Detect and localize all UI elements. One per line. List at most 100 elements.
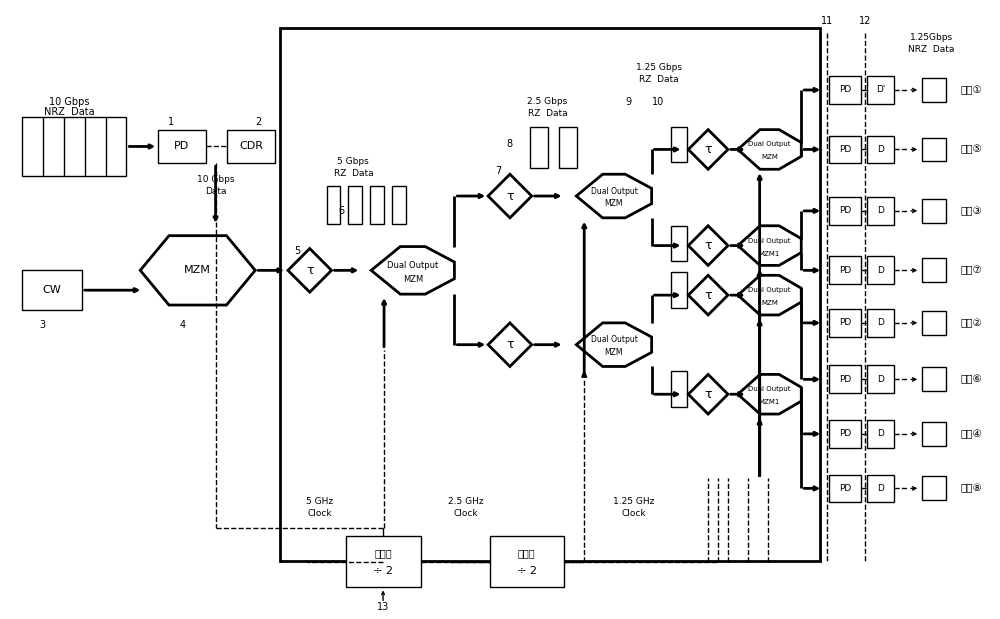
Bar (671, 226, 687, 261)
Text: MZM: MZM (605, 348, 623, 357)
Bar (829, 420, 861, 448)
Polygon shape (738, 226, 801, 266)
Text: τ: τ (704, 387, 712, 400)
Bar (829, 475, 861, 502)
Text: 10 Gbps: 10 Gbps (49, 97, 89, 107)
Bar (867, 365, 894, 393)
Text: Data: Data (205, 186, 226, 196)
Text: MZM1: MZM1 (759, 251, 780, 256)
Bar (829, 76, 861, 104)
Text: D: D (877, 318, 884, 327)
Bar (867, 197, 894, 225)
Text: CDR: CDR (239, 142, 263, 152)
Text: D: D (877, 484, 884, 493)
Bar (227, 129, 275, 163)
Bar (829, 309, 861, 337)
Text: PD: PD (839, 206, 851, 215)
Polygon shape (688, 226, 728, 266)
Text: Dual Output: Dual Output (591, 335, 637, 344)
Bar (392, 186, 406, 224)
Text: 信道④: 信道④ (961, 429, 983, 439)
Text: 信道⑤: 信道⑤ (961, 144, 983, 155)
Bar (280, 28, 820, 561)
Text: Clock: Clock (307, 509, 332, 517)
Text: Dual Output: Dual Output (748, 287, 791, 293)
Text: 1.25 Gbps: 1.25 Gbps (636, 63, 682, 72)
Text: τ: τ (704, 288, 712, 301)
Text: CW: CW (43, 285, 61, 295)
Text: MZM: MZM (605, 199, 623, 209)
Text: MZM: MZM (403, 275, 423, 284)
Text: 2.5 GHz: 2.5 GHz (448, 497, 483, 506)
Text: τ: τ (704, 143, 712, 156)
Text: 分频器: 分频器 (518, 548, 536, 558)
Text: 信道⑧: 信道⑧ (961, 483, 983, 493)
Text: D: D (877, 145, 884, 154)
Bar (829, 365, 861, 393)
Text: ÷ 2: ÷ 2 (373, 566, 393, 576)
Bar (867, 76, 894, 104)
Text: D: D (877, 206, 884, 215)
Bar (22, 117, 126, 176)
Text: 4: 4 (180, 320, 186, 330)
Text: 7: 7 (495, 167, 501, 176)
Polygon shape (688, 129, 728, 169)
Text: ÷ 2: ÷ 2 (517, 566, 537, 576)
Polygon shape (738, 129, 801, 169)
Text: NRZ  Data: NRZ Data (44, 107, 94, 117)
Text: PD: PD (839, 85, 851, 95)
Text: MZM: MZM (761, 154, 778, 160)
Text: 分频器: 分频器 (374, 548, 392, 558)
Text: 10: 10 (652, 97, 665, 107)
Text: Dual Output: Dual Output (748, 238, 791, 244)
Bar (922, 259, 946, 282)
Text: PD: PD (839, 430, 851, 438)
Polygon shape (288, 249, 332, 292)
Bar (22, 271, 82, 310)
Text: PD: PD (839, 318, 851, 327)
Bar (867, 309, 894, 337)
Text: Dual Output: Dual Output (748, 142, 791, 147)
Text: Clock: Clock (453, 509, 478, 517)
Bar (671, 127, 687, 162)
Bar (922, 199, 946, 223)
Text: 6: 6 (338, 206, 344, 216)
Text: MZM1: MZM1 (759, 399, 780, 405)
Text: Dual Output: Dual Output (591, 186, 637, 196)
Text: 信道⑦: 信道⑦ (961, 266, 983, 275)
Bar (922, 78, 946, 102)
Polygon shape (371, 246, 454, 294)
Text: 10 Gbps: 10 Gbps (197, 175, 234, 184)
Text: RZ  Data: RZ Data (528, 110, 567, 118)
Text: PD: PD (839, 266, 851, 275)
Text: 5 Gbps: 5 Gbps (337, 157, 369, 166)
Polygon shape (738, 275, 801, 315)
Polygon shape (140, 236, 255, 305)
Polygon shape (738, 374, 801, 414)
Bar (829, 197, 861, 225)
Bar (348, 186, 362, 224)
Bar (922, 422, 946, 446)
Text: τ: τ (306, 264, 313, 277)
Text: RZ  Data: RZ Data (334, 169, 373, 178)
Text: PD: PD (839, 145, 851, 154)
Bar (867, 136, 894, 163)
Text: 2: 2 (255, 117, 261, 127)
Bar (671, 272, 687, 308)
Bar (490, 536, 564, 587)
Bar (829, 256, 861, 284)
Bar (346, 536, 421, 587)
Text: D': D' (876, 85, 885, 95)
Text: MZM: MZM (761, 300, 778, 306)
Text: 信道⑥: 信道⑥ (961, 374, 983, 384)
Bar (829, 136, 861, 163)
Polygon shape (488, 323, 532, 366)
Text: 信道②: 信道② (961, 318, 983, 328)
Text: 1.25 GHz: 1.25 GHz (613, 497, 654, 506)
Text: RZ  Data: RZ Data (639, 74, 678, 84)
Text: MZM: MZM (184, 266, 211, 275)
Bar (370, 186, 384, 224)
Bar (327, 186, 340, 224)
Text: 5 GHz: 5 GHz (306, 497, 333, 506)
Text: 信道③: 信道③ (961, 206, 983, 216)
